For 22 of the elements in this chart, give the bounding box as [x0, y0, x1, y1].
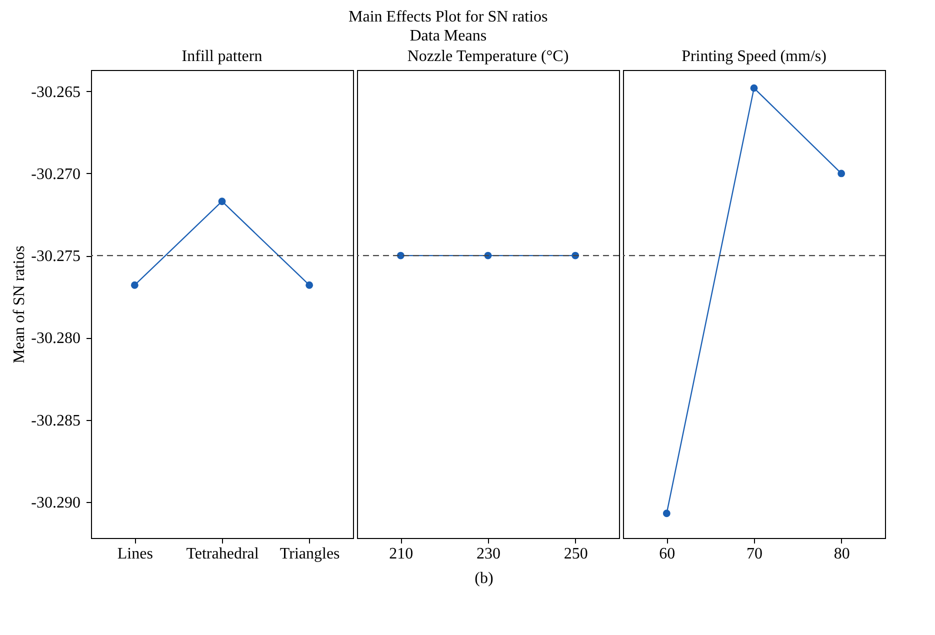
text: Main Effects Plot for SN ratios	[348, 8, 548, 26]
text: Data Means	[410, 28, 487, 44]
y-tick-label: -30.290	[31, 494, 80, 512]
x-tick-label: Lines	[117, 546, 153, 562]
chart-title: Nozzle Temperature (°C)	[407, 48, 569, 65]
x-tick-label: Tetrahedral	[186, 546, 260, 562]
y-tick-label: -30.270	[31, 166, 80, 183]
x-tick-label: 210	[389, 546, 414, 562]
y-tick-label: -30.280	[31, 330, 80, 348]
text: (b)	[474, 570, 494, 587]
x-tick-label: 70	[746, 546, 762, 562]
chart-title: Printing Speed (mm/s)	[682, 48, 826, 65]
x-tick-label: 60	[659, 546, 676, 562]
x-tick-label: Triangles	[280, 546, 340, 562]
y-tick-label: -30.285	[31, 412, 80, 430]
y-axis-title: Mean of SN ratios	[11, 246, 28, 364]
x-tick-label: 230	[476, 546, 500, 562]
y-tick-label: -30.275	[31, 248, 80, 266]
y-tick-label: -30.265	[31, 84, 80, 101]
chart-title: Infill pattern	[182, 48, 262, 65]
x-tick-label: 80	[834, 546, 850, 562]
x-tick-label: 250	[564, 546, 588, 562]
